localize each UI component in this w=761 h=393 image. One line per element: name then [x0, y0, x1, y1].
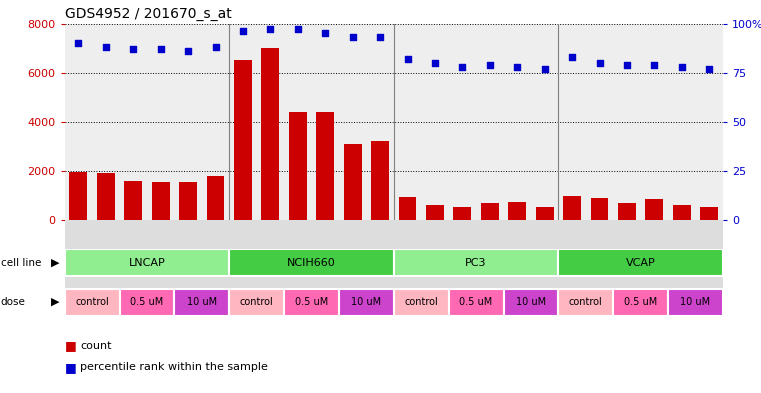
Bar	[536, 207, 553, 220]
Text: dose: dose	[1, 297, 26, 307]
Text: ■: ■	[65, 361, 76, 374]
Point	[484, 62, 496, 68]
Bar	[371, 141, 389, 220]
Text: control: control	[240, 297, 273, 307]
Point	[209, 44, 221, 50]
Bar	[317, 112, 334, 220]
Text: percentile rank within the sample: percentile rank within the sample	[80, 362, 268, 373]
Bar	[668, 288, 723, 316]
Text: ■: ■	[65, 339, 76, 353]
Point	[319, 30, 331, 37]
Bar	[591, 198, 609, 220]
Point	[182, 48, 194, 54]
Point	[594, 60, 606, 66]
Point	[511, 64, 524, 70]
Point	[457, 64, 469, 70]
Text: PC3: PC3	[465, 258, 487, 268]
Bar	[399, 197, 416, 220]
Bar	[229, 249, 394, 277]
Text: 0.5 uM: 0.5 uM	[624, 297, 658, 307]
Text: GDS4952 / 201670_s_at: GDS4952 / 201670_s_at	[65, 7, 231, 21]
Point	[72, 40, 84, 46]
Bar	[151, 182, 170, 220]
Bar	[559, 288, 613, 316]
Bar	[65, 288, 119, 316]
Bar	[508, 202, 526, 220]
Text: ▶: ▶	[50, 297, 59, 307]
Text: 10 uM: 10 uM	[680, 297, 711, 307]
Point	[264, 26, 276, 33]
Point	[703, 66, 715, 72]
Bar	[700, 207, 718, 220]
Bar	[65, 249, 229, 277]
Point	[676, 64, 688, 70]
Bar	[504, 288, 559, 316]
Point	[402, 56, 414, 62]
Bar	[69, 172, 88, 220]
Bar	[673, 205, 691, 220]
Text: cell line: cell line	[1, 257, 41, 268]
Text: ▶: ▶	[50, 257, 59, 268]
Bar	[97, 173, 115, 220]
Point	[566, 54, 578, 60]
Bar	[234, 61, 252, 220]
Point	[127, 46, 139, 52]
Text: LNCAP: LNCAP	[129, 258, 165, 268]
Bar	[563, 195, 581, 220]
Point	[648, 62, 661, 68]
Bar	[207, 176, 224, 220]
Text: 0.5 uM: 0.5 uM	[460, 297, 492, 307]
Bar	[559, 249, 723, 277]
Bar	[481, 203, 498, 220]
Text: 10 uM: 10 uM	[516, 297, 546, 307]
Bar	[344, 144, 361, 220]
Text: 0.5 uM: 0.5 uM	[295, 297, 328, 307]
Point	[291, 26, 304, 33]
Point	[539, 66, 551, 72]
Text: 10 uM: 10 uM	[186, 297, 217, 307]
Bar	[426, 205, 444, 220]
Bar	[284, 288, 339, 316]
Text: count: count	[80, 341, 111, 351]
Bar	[613, 288, 668, 316]
Text: control: control	[75, 297, 109, 307]
Text: NCIH660: NCIH660	[287, 258, 336, 268]
Point	[621, 62, 633, 68]
Bar	[179, 182, 197, 220]
Bar	[229, 288, 284, 316]
Point	[100, 44, 112, 50]
Text: 10 uM: 10 uM	[352, 297, 381, 307]
Text: 0.5 uM: 0.5 uM	[130, 297, 164, 307]
Point	[429, 60, 441, 66]
Bar	[65, 220, 723, 295]
Bar	[645, 199, 664, 220]
Text: control: control	[404, 297, 438, 307]
Bar	[454, 207, 471, 220]
Bar	[174, 288, 229, 316]
Bar	[124, 181, 142, 220]
Point	[374, 34, 386, 40]
Bar	[449, 288, 504, 316]
Bar	[618, 203, 636, 220]
Text: VCAP: VCAP	[626, 258, 655, 268]
Bar	[393, 249, 559, 277]
Point	[346, 34, 358, 40]
Point	[154, 46, 167, 52]
Bar	[289, 112, 307, 220]
Text: control: control	[569, 297, 603, 307]
Point	[237, 28, 249, 35]
Bar	[119, 288, 174, 316]
Bar	[393, 288, 449, 316]
Bar	[339, 288, 393, 316]
Bar	[262, 48, 279, 220]
